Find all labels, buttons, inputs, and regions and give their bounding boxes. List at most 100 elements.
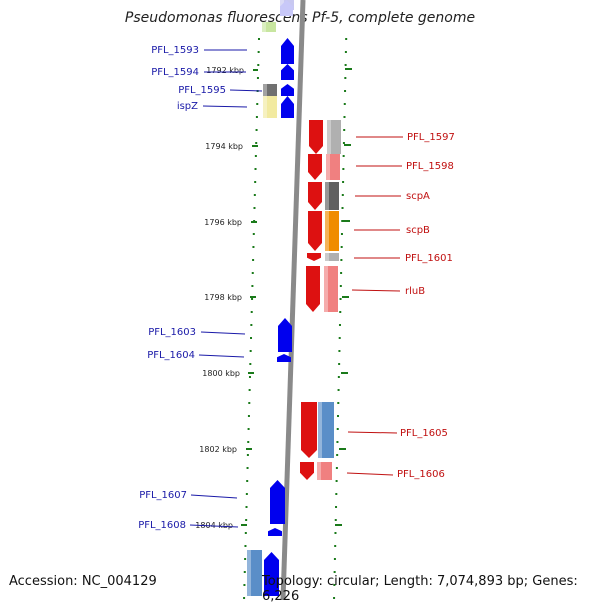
gene-leader-line: [189, 524, 239, 528]
gene-label[interactable]: PFL_1598: [406, 161, 454, 172]
feature-bar-highlight: [317, 462, 321, 480]
reverse-gene-arrow[interactable]: [301, 402, 317, 458]
feature-bar-highlight: [325, 211, 329, 251]
outer-track-dot: [336, 428, 339, 430]
gene-label[interactable]: ispZ: [177, 101, 198, 112]
gene-leader-line: [346, 472, 394, 476]
feature-bar-highlight: [263, 96, 267, 118]
gene-label[interactable]: PFL_1603: [148, 327, 196, 338]
outer-track-dot: [338, 363, 341, 365]
inner-track-dot: [250, 337, 253, 339]
reverse-gene-arrow[interactable]: [307, 253, 321, 261]
outer-track-dot: [344, 90, 347, 92]
gene-leader-line: [202, 105, 248, 108]
feature-bar: [327, 120, 341, 154]
inner-track-dot: [252, 246, 255, 248]
forward-gene-arrow[interactable]: [280, 0, 293, 16]
outer-track-dot: [344, 64, 347, 66]
feature-bar-highlight: [325, 253, 329, 261]
inner-track-dot: [243, 597, 246, 599]
kbp-tick-label: 1794 kbp: [205, 142, 243, 151]
gene-label[interactable]: PFL_1595: [178, 85, 226, 96]
inner-track-dot: [248, 389, 251, 391]
reverse-gene-arrow[interactable]: [306, 266, 320, 312]
gene-label[interactable]: PFL_1605: [400, 428, 448, 439]
gene-label[interactable]: rluB: [405, 286, 425, 297]
genes: PFL_1593 PFL_1594 PFL_1595 ispZ PFL_1603 PFL_…: [138, 0, 455, 596]
outer-track-dot: [343, 116, 346, 118]
forward-gene-arrow[interactable]: [281, 96, 294, 118]
feature-bar: [324, 266, 338, 312]
feature-bar: [325, 182, 339, 210]
gene-leader-line: [190, 494, 238, 499]
forward-gene-arrow[interactable]: [277, 354, 291, 362]
feature-bar-highlight: [262, 22, 266, 32]
gene-label[interactable]: PFL_1597: [407, 132, 455, 143]
gene-label[interactable]: PFL_1593: [151, 45, 199, 56]
outer-track-dot: [337, 376, 340, 378]
outer-track-dot: [343, 129, 346, 131]
forward-gene-arrow[interactable]: [281, 38, 294, 64]
inner-track-dot: [255, 129, 258, 131]
feature-bar-highlight: [326, 154, 330, 180]
kbp-ticks: 1792 kbp 1794 kbp 1796 kbp 1798 kbp 1800 kbp…: [195, 66, 352, 530]
reverse-gene-arrow[interactable]: [308, 154, 322, 180]
reverse-gene-arrow[interactable]: [308, 211, 322, 251]
outer-track-dot: [340, 259, 343, 261]
forward-gene-arrow[interactable]: [281, 64, 294, 80]
accession-label: Accession: NC_004129: [9, 574, 157, 589]
inner-track-dot: [252, 233, 255, 235]
outer-track-dot: [341, 207, 344, 209]
outer-track-dot: [342, 142, 345, 144]
inner-track-dot: [255, 116, 258, 118]
feature-bar: [326, 154, 340, 180]
inner-track-dot: [245, 519, 248, 521]
feature-bar-highlight: [247, 550, 251, 596]
inner-track-dot: [247, 415, 250, 417]
outer-track-dot: [338, 350, 341, 352]
reverse-gene-arrow[interactable]: [300, 462, 314, 480]
forward-gene-arrow[interactable]: [281, 84, 294, 96]
gene-label[interactable]: PFL_1601: [405, 253, 453, 264]
forward-gene-arrow[interactable]: [264, 552, 279, 596]
outer-track-dot: [339, 285, 342, 287]
gene-label[interactable]: scpB: [406, 225, 430, 236]
gene-label[interactable]: PFL_1594: [151, 67, 199, 78]
gene-label[interactable]: PFL_1606: [397, 469, 445, 480]
inner-track-dot: [251, 272, 254, 274]
outer-track-dot: [337, 389, 340, 391]
track-dots: [243, 38, 348, 599]
gene-label[interactable]: scpA: [406, 191, 430, 202]
gene-label[interactable]: PFL_1604: [147, 350, 195, 361]
outer-track-dot: [335, 506, 338, 508]
inner-track-dot: [257, 51, 260, 53]
outer-track-dot: [334, 545, 337, 547]
outer-track-dot: [342, 155, 345, 157]
inner-track-dot: [253, 207, 256, 209]
kbp-tick-label: 1800 kbp: [202, 369, 240, 378]
inner-track-dot: [246, 454, 249, 456]
reverse-gene-arrow[interactable]: [309, 120, 323, 154]
outer-track-dot: [334, 519, 337, 521]
outer-track-dot: [345, 38, 348, 40]
forward-gene-arrow[interactable]: [268, 528, 282, 536]
outer-track-dot: [337, 415, 340, 417]
outer-track-dot: [333, 597, 336, 599]
forward-gene-arrow[interactable]: [270, 480, 285, 524]
inner-track-dot: [253, 194, 256, 196]
inner-track-dot: [245, 506, 248, 508]
outer-track-dot: [340, 272, 343, 274]
outer-track-dot: [333, 584, 336, 586]
feature-bar: [318, 402, 334, 458]
reverse-gene-arrow[interactable]: [308, 182, 322, 210]
outer-track-dot: [335, 467, 338, 469]
feature-bar: [325, 211, 339, 251]
gene-label[interactable]: PFL_1607: [139, 490, 187, 501]
forward-gene-arrow[interactable]: [278, 318, 292, 352]
kbp-tick-label: 1798 kbp: [204, 293, 242, 302]
gene-label[interactable]: PFL_1608: [138, 520, 186, 531]
outer-track-dot: [340, 246, 343, 248]
outer-track-dot: [335, 493, 338, 495]
inner-track-dot: [243, 584, 246, 586]
